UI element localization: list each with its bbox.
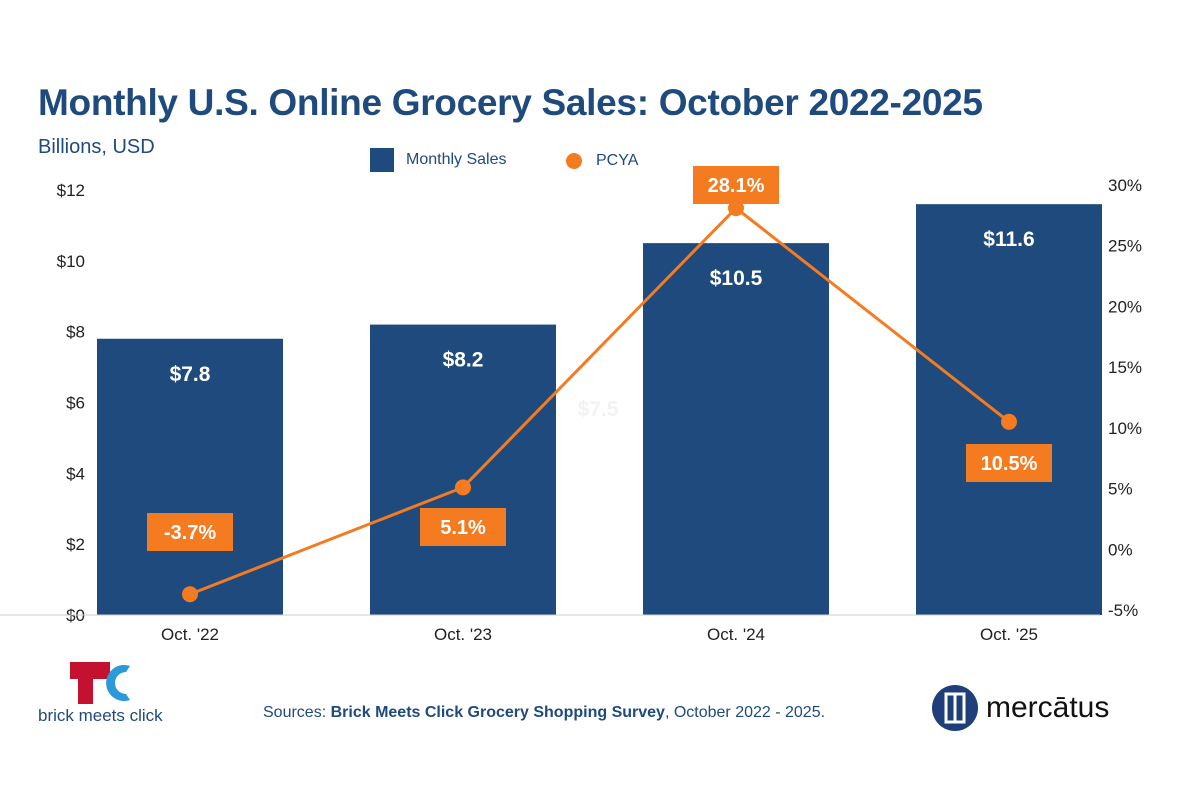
- pcya-label-box: [147, 513, 233, 551]
- left-axis-tick: $4: [66, 464, 85, 483]
- x-axis-tick: Oct. '25: [980, 625, 1038, 644]
- pcya-label-box: [693, 166, 779, 204]
- pcya-data-label: 5.1%: [440, 517, 486, 539]
- source-name: Brick Meets Click Grocery Shopping Surve…: [330, 704, 665, 721]
- right-axis-tick: -5%: [1108, 601, 1138, 620]
- bar-monthly-sales: [370, 324, 556, 615]
- right-axis-tick: 30%: [1108, 176, 1142, 195]
- mercatus-logo: mercātus: [932, 685, 1109, 731]
- pcya-point: [182, 586, 198, 603]
- pcya-label-box: [420, 508, 506, 546]
- pcya-data-label: 10.5%: [981, 453, 1038, 475]
- mercatus-logo-text: mercātus: [986, 691, 1110, 724]
- pcya-label-box: [966, 444, 1052, 482]
- source-note: Sources: Brick Meets Click Grocery Shopp…: [263, 704, 825, 722]
- pcya-line: [189, 206, 1010, 596]
- left-axis-tick: $8: [66, 323, 85, 342]
- left-axis-tick: $6: [66, 394, 85, 413]
- right-axis-tick: 15%: [1108, 358, 1142, 377]
- right-axis-tick: 25%: [1108, 237, 1142, 256]
- source-prefix: Sources:: [263, 704, 331, 721]
- right-axis-tick: 0%: [1108, 540, 1133, 559]
- left-axis-tick: $12: [57, 181, 85, 200]
- x-axis-tick: Oct. '23: [434, 625, 492, 644]
- brick-meets-click-logo: [38, 662, 148, 711]
- legend-label: Monthly Sales: [406, 151, 507, 168]
- pcya-data-label: 28.1%: [708, 175, 765, 197]
- bar-monthly-sales: [643, 243, 829, 615]
- chart-subtitle: Billions, USD: [38, 136, 155, 158]
- bar-data-label: $11.6: [983, 228, 1034, 251]
- legend-label: PCYA: [596, 152, 639, 169]
- right-axis-tick: 20%: [1108, 297, 1142, 316]
- pcya-data-label: -3.7%: [164, 522, 216, 544]
- faint-annotation: $7.5: [578, 398, 619, 421]
- bar-data-label: $8.2: [443, 349, 484, 372]
- right-axis-tick: 10%: [1108, 419, 1142, 438]
- x-axis-tick: Oct. '24: [707, 625, 765, 644]
- legend-item-monthly-sales: Monthly Sales: [370, 148, 507, 172]
- chart-title: Monthly U.S. Online Grocery Sales: Octob…: [38, 82, 983, 123]
- brick-meets-click-logo-text: brick meets click: [38, 706, 163, 725]
- bar-monthly-sales: [916, 204, 1102, 615]
- legend-item-pcya: PCYA: [566, 152, 638, 170]
- left-axis-tick: $10: [57, 252, 85, 271]
- pcya-point: [1001, 413, 1017, 430]
- bar-data-label: $10.5: [710, 267, 763, 290]
- pcya-point: [728, 200, 744, 217]
- left-axis-tick: $2: [66, 535, 85, 554]
- x-axis-tick: Oct. '22: [161, 625, 219, 644]
- legend-swatch-bar: [370, 148, 394, 172]
- legend-swatch-dot: [566, 153, 582, 169]
- bar-data-label: $7.8: [170, 363, 211, 386]
- right-axis-tick: 5%: [1108, 480, 1133, 499]
- pcya-point: [455, 479, 471, 496]
- source-suffix: , October 2022 - 2025.: [664, 704, 826, 721]
